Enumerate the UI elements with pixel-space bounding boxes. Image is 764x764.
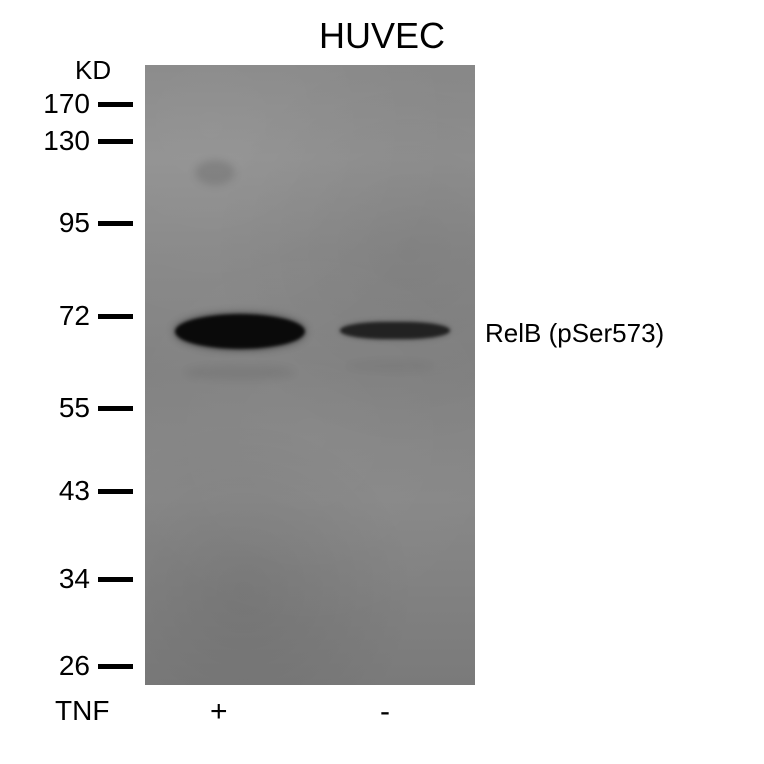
blot-artifact: [195, 160, 235, 185]
kd-label: KD: [75, 55, 111, 86]
blot-figure-container: HUVEC KD 170 130 95 72 55 43 34: [0, 0, 764, 764]
ladder-value: 130: [30, 125, 90, 157]
ladder-item: 130: [30, 125, 133, 157]
sample-title: HUVEC: [319, 15, 445, 57]
ladder-tick: [98, 314, 133, 319]
ladder-tick: [98, 577, 133, 582]
ladder-tick: [98, 664, 133, 669]
western-blot-membrane: [145, 65, 475, 685]
treatment-label: TNF: [55, 695, 109, 727]
ladder-tick: [98, 406, 133, 411]
ladder-tick: [98, 221, 133, 226]
ladder-value: 34: [30, 563, 90, 595]
ladder-value: 43: [30, 475, 90, 507]
ladder-tick: [98, 489, 133, 494]
ladder-item: 26: [30, 650, 133, 682]
ladder-value: 170: [30, 88, 90, 120]
blot-artifact: [185, 365, 295, 380]
treatment-condition-plus: +: [210, 695, 228, 729]
blot-artifact: [345, 360, 435, 372]
ladder-item: 95: [30, 207, 133, 239]
ladder-value: 72: [30, 300, 90, 332]
treatment-condition-minus: -: [380, 695, 390, 729]
ladder-value: 95: [30, 207, 90, 239]
ladder-item: 72: [30, 300, 133, 332]
ladder-tick: [98, 139, 133, 144]
protein-band-label: RelB (pSer573): [485, 318, 664, 349]
ladder-item: 170: [30, 88, 133, 120]
ladder-tick: [98, 102, 133, 107]
ladder-value: 26: [30, 650, 90, 682]
ladder-item: 34: [30, 563, 133, 595]
ladder-value: 55: [30, 392, 90, 424]
ladder-item: 43: [30, 475, 133, 507]
ladder-item: 55: [30, 392, 133, 424]
band-lane-2: [340, 322, 450, 339]
band-lane-1: [175, 314, 305, 349]
